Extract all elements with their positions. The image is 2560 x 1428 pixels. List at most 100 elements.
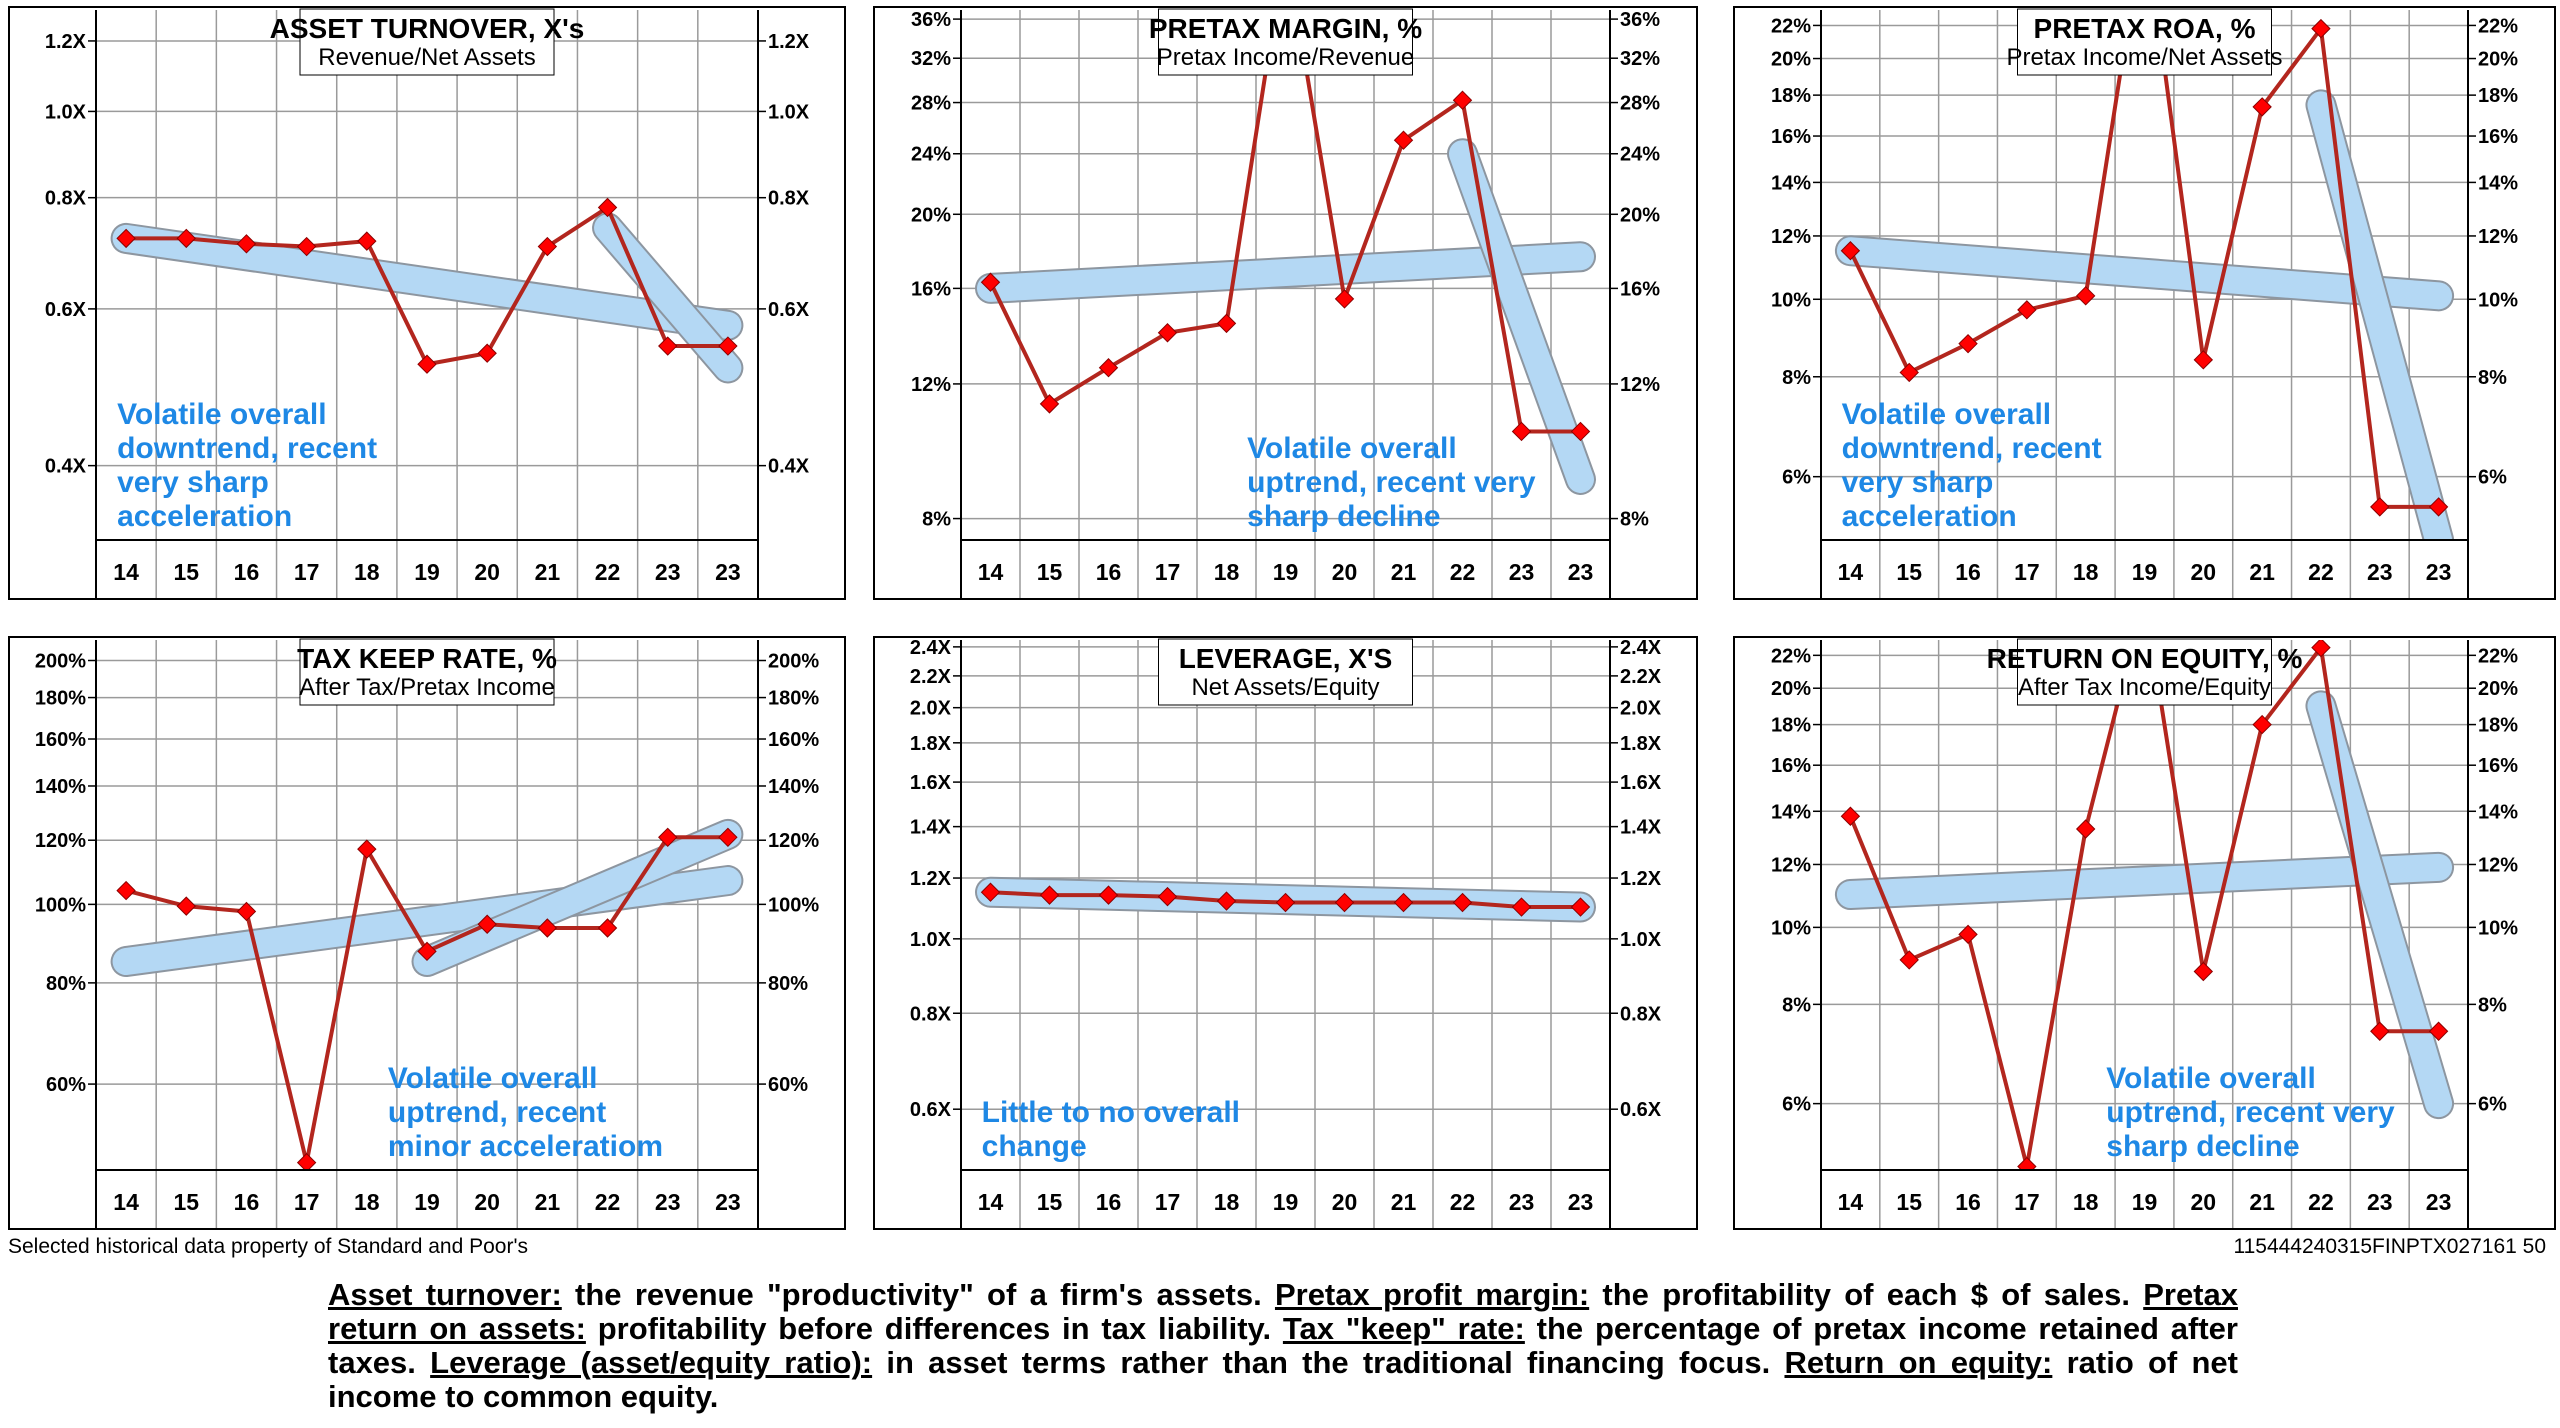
chart-title: TAX KEEP RATE, % <box>297 643 557 674</box>
y-tick-label-right: 160% <box>768 729 819 751</box>
x-tick-label: 15 <box>173 1189 199 1215</box>
y-tick-label-left: 140% <box>35 776 86 798</box>
y-tick-label-right: 22% <box>2478 645 2518 667</box>
chart-asset-turnover: 0.4X 0.4X 0.6X 0.6X 0.8X 0.8X 1.0X 1.0X 1.2X 1.2X… <box>8 6 846 600</box>
data-point <box>718 336 738 356</box>
x-tick-label: 19 <box>414 559 440 585</box>
y-tick-label-left: 8% <box>1782 994 1811 1016</box>
x-tick-label: 19 <box>414 1189 440 1215</box>
data-point <box>2370 1021 2390 1041</box>
y-tick-label-right: 0.8X <box>1620 1003 1662 1025</box>
annotation-line: uptrend, recent very <box>1247 466 1536 499</box>
x-tick-label: 23 <box>2426 559 2452 585</box>
y-tick-label-right: 16% <box>1620 278 1660 300</box>
trend-band-overall <box>112 867 742 976</box>
data-point <box>1899 950 1919 970</box>
x-tick-label: 17 <box>2014 1189 2040 1215</box>
chart-pretax-margin: 8% 8% 12% 12% 16% 16% 20% 20% 24% 24% 28% 28% 32% 32%… <box>873 6 1698 600</box>
y-tick-label-right: 24% <box>1620 144 1660 166</box>
data-point <box>1570 421 1591 442</box>
y-tick-label-right: 36% <box>1620 9 1660 31</box>
x-tick-label: 16 <box>234 1189 260 1215</box>
x-tick-label: 22 <box>1450 1189 1476 1215</box>
x-tick-label: 22 <box>595 559 621 585</box>
y-tick-label-left: 2.4X <box>910 637 952 659</box>
data-point <box>1899 362 1919 383</box>
chart-pretax-roa: 6% 6% 8% 8% 10% 10% 12% 12% 14% 14% 16% 16% 18% 18% 20… <box>1733 6 2556 600</box>
y-tick-label-left: 14% <box>1771 801 1811 823</box>
annotation-line: uptrend, recent very <box>2106 1096 2395 1129</box>
x-tick-label: 14 <box>1838 1189 1864 1215</box>
annotation-line: Volatile overall <box>1247 432 1457 465</box>
data-point <box>1216 891 1237 911</box>
title-box <box>2017 638 2272 706</box>
y-tick-label-right: 18% <box>2478 715 2518 737</box>
data-point <box>658 336 678 356</box>
data-point <box>2193 961 2214 982</box>
y-tick-label-left: 16% <box>1771 755 1811 777</box>
y-tick-label-right: 20% <box>2478 49 2518 71</box>
y-tick-label-right: 1.6X <box>1620 772 1662 794</box>
y-tick-label-right: 1.0X <box>1620 929 1662 951</box>
chart-title: PRETAX ROA, % <box>2034 13 2256 44</box>
chart-title: LEVERAGE, X'S <box>1179 643 1393 674</box>
data-point <box>176 228 196 249</box>
data-point <box>1511 897 1532 917</box>
x-tick-label: 16 <box>1096 1189 1122 1215</box>
y-tick-label-left: 28% <box>911 93 951 115</box>
y-tick-label-left: 1.0X <box>45 101 87 123</box>
y-tick-label-right: 120% <box>768 830 819 852</box>
data-point <box>658 827 678 848</box>
y-tick-label-left: 1.2X <box>45 31 87 53</box>
chart-title: ASSET TURNOVER, X's <box>270 13 585 44</box>
x-tick-label: 23 <box>2367 1189 2393 1215</box>
data-point <box>1098 885 1119 905</box>
y-tick-label-right: 16% <box>2478 755 2518 777</box>
x-tick-label: 21 <box>1391 1189 1417 1215</box>
y-tick-label-left: 20% <box>1771 678 1811 700</box>
data-point <box>2370 497 2390 517</box>
data-point <box>980 882 1001 902</box>
data-point <box>597 918 618 938</box>
data-point <box>477 914 497 934</box>
data-point <box>2428 497 2449 517</box>
annotation-line: very sharp <box>1842 466 1994 499</box>
y-tick-label-right: 180% <box>768 688 819 710</box>
x-tick-label: 16 <box>1096 559 1122 585</box>
y-tick-label-left: 2.2X <box>910 666 952 688</box>
annotation-line: acceleration <box>117 500 292 533</box>
y-tick-label-left: 22% <box>1771 15 1811 37</box>
y-tick-label-left: 24% <box>911 144 951 166</box>
y-tick-label-left: 60% <box>46 1074 86 1096</box>
data-point <box>1393 130 1414 150</box>
annotation-line: minor acceleratiom <box>388 1130 663 1163</box>
y-tick-label-left: 20% <box>1771 49 1811 71</box>
y-tick-label-left: 0.6X <box>910 1099 952 1121</box>
y-tick-label-left: 2.0X <box>910 698 952 720</box>
data-point <box>296 1152 317 1170</box>
data-point <box>116 880 136 901</box>
x-tick-label: 14 <box>113 1189 139 1215</box>
y-tick-label-left: 160% <box>35 729 86 751</box>
chart-subtitle: Pretax Income/Net Assets <box>2006 44 2282 71</box>
y-tick-label-right: 8% <box>2478 367 2507 389</box>
x-tick-label: 18 <box>1214 559 1240 585</box>
y-tick-label-right: 12% <box>2478 854 2518 876</box>
y-tick-label-left: 10% <box>1771 917 1811 939</box>
y-tick-label-right: 6% <box>2478 467 2507 489</box>
x-tick-label: 16 <box>1955 1189 1981 1215</box>
y-tick-label-left: 36% <box>911 9 951 31</box>
chart-title: PRETAX MARGIN, % <box>1149 13 1422 44</box>
y-tick-label-left: 6% <box>1782 1094 1811 1116</box>
data-point <box>2252 714 2272 735</box>
data-point <box>1452 90 1473 110</box>
chart-subtitle: Revenue/Net Assets <box>318 44 535 71</box>
title-box <box>1158 638 1413 706</box>
y-tick-label-left: 12% <box>1771 226 1811 248</box>
source-note: Selected historical data property of Sta… <box>8 1235 528 1258</box>
x-tick-label: 17 <box>2014 559 2040 585</box>
y-tick-label-left: 20% <box>911 204 951 226</box>
x-tick-label: 16 <box>1955 559 1981 585</box>
y-tick-label-right: 12% <box>1620 374 1660 396</box>
x-tick-label: 23 <box>655 559 681 585</box>
